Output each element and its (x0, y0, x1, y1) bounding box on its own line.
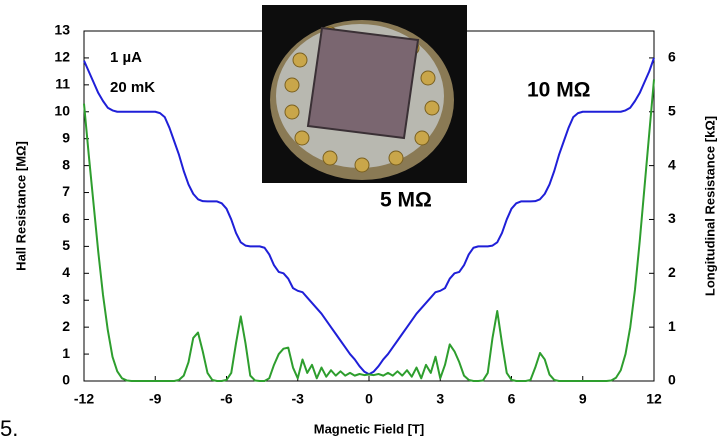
panel-label: 5. (0, 416, 18, 441)
y-tick-label: 6 (62, 210, 70, 226)
x-tick-label: -3 (292, 391, 305, 407)
x-tick-label: -9 (149, 391, 162, 407)
y2-tick-label: 4 (668, 156, 676, 172)
annotation: 10 MΩ (527, 79, 591, 102)
y-tick-label: 3 (62, 291, 70, 307)
x-tick-label: -12 (74, 391, 94, 407)
y-tick-label: 0 (62, 372, 70, 388)
y2-axis-title: Longitudinal Resistance [kΩ] (702, 116, 717, 296)
y-tick-label: 10 (54, 102, 70, 118)
y-tick-label: 11 (55, 76, 70, 92)
y2-tick-label: 6 (668, 49, 676, 65)
y2-tick-label: 5 (668, 102, 676, 118)
y-tick-label: 2 (62, 318, 70, 334)
annotation: 1 µA (110, 49, 142, 66)
x-tick-label: 3 (436, 391, 444, 407)
y2-tick-label: 3 (668, 210, 676, 226)
y-tick-label: 13 (54, 22, 70, 38)
y-tick-label: 8 (62, 156, 70, 172)
y-tick-label: 4 (62, 264, 70, 280)
y-tick-label: 12 (54, 49, 70, 65)
x-tick-label: 12 (646, 391, 662, 407)
chart: Magnetic Field [T] Hall Resistance [MΩ] … (0, 0, 727, 443)
y-tick-label: 5 (62, 237, 70, 253)
y-tick-label: 9 (62, 129, 70, 145)
y-axis-title: Hall Resistance [MΩ] (13, 141, 28, 271)
y-tick-label: 7 (62, 183, 70, 199)
y2-tick-label: 2 (668, 264, 676, 280)
y2-tick-label: 0 (668, 372, 676, 388)
annotation: 5 MΩ (380, 189, 432, 212)
x-axis-title: Magnetic Field [T] (314, 421, 425, 436)
x-tick-label: 0 (365, 391, 373, 407)
x-tick-label: 6 (508, 391, 516, 407)
y-tick-label: 1 (62, 345, 70, 361)
annotation: 20 mK (110, 79, 155, 96)
inset-photo (262, 5, 467, 183)
photo-chip (308, 28, 418, 138)
x-tick-label: 9 (579, 391, 587, 407)
x-tick-label: -6 (220, 391, 233, 407)
y2-tick-label: 1 (668, 318, 676, 334)
